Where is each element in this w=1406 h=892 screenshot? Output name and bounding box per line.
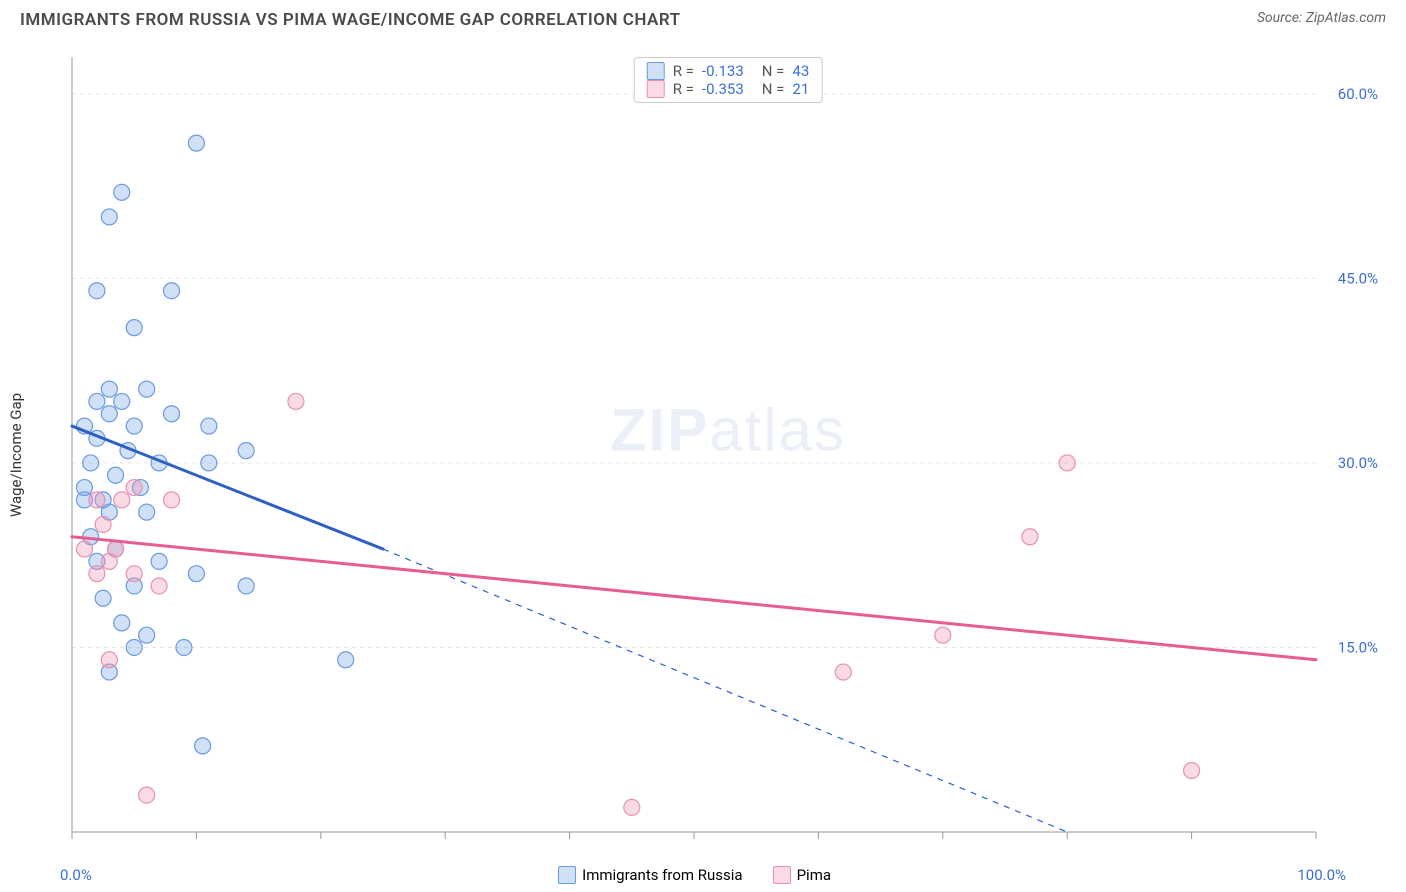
legend-row-series-1: R = -0.353 N = 21: [647, 80, 810, 98]
svg-text:60.0%: 60.0%: [1338, 85, 1378, 103]
legend-swatch-icon: [558, 866, 576, 884]
scatter-plot: ZIPatlas 15.0%30.0%45.0%60.0% R = -0.133…: [70, 55, 1386, 852]
svg-text:30.0%: 30.0%: [1338, 454, 1378, 472]
legend-swatch-icon: [773, 866, 791, 884]
legend-item-series-1: Pima: [773, 866, 831, 884]
legend-swatch-series-1: [647, 80, 665, 98]
bottom-legend-bar: 0.0% Immigrants from Russia Pima 100.0%: [0, 866, 1406, 884]
svg-text:15.0%: 15.0%: [1338, 638, 1378, 656]
legend-swatch-series-0: [647, 62, 665, 80]
source-attribution: Source: ZipAtlas.com: [1257, 10, 1386, 26]
chart-container: ZIPatlas 15.0%30.0%45.0%60.0% R = -0.133…: [50, 55, 1386, 852]
correlation-legend: R = -0.133 N = 43 R = -0.353 N = 21: [634, 57, 823, 103]
legend-row-series-0: R = -0.133 N = 43: [647, 62, 810, 80]
page-title: IMMIGRANTS FROM RUSSIA VS PIMA WAGE/INCO…: [20, 10, 681, 30]
legend-label: Pima: [797, 866, 831, 884]
legend-item-series-0: Immigrants from Russia: [558, 866, 742, 884]
x-axis-min-label: 0.0%: [60, 866, 92, 884]
y-axis-label: Wage/Income Gap: [7, 393, 25, 517]
x-axis-max-label: 100.0%: [1297, 866, 1346, 884]
legend-label: Immigrants from Russia: [582, 866, 742, 884]
svg-text:45.0%: 45.0%: [1338, 269, 1378, 287]
